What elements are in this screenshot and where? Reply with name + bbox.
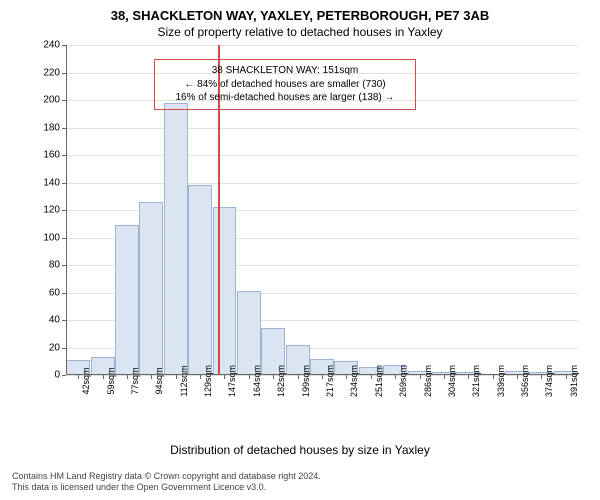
footer-line: Contains HM Land Registry data © Crown c… [12,471,588,483]
page-title: 38, SHACKLETON WAY, YAXLEY, PETERBOROUGH… [12,8,588,23]
x-tick-mark [176,375,177,379]
y-tick-label: 200 [43,95,60,106]
x-tick-mark [493,375,494,379]
footer-line: This data is licensed under the Open Gov… [12,482,588,494]
y-tick-label: 180 [43,122,60,133]
x-tick-mark [322,375,323,379]
callout-line: 38 SHACKLETON WAY: 151sqm [163,64,407,78]
gridline [66,128,578,129]
x-tick-mark [420,375,421,379]
x-tick-mark [249,375,250,379]
y-tick-label: 120 [43,205,60,216]
x-tick-label: 374sqm [544,365,554,397]
y-tick-label: 0 [54,370,60,381]
y-tick-label: 240 [43,40,60,51]
histogram-bar [139,202,163,375]
gridline [66,183,578,184]
x-tick-label: 391sqm [569,365,579,397]
callout-line: ← 84% of detached houses are smaller (73… [163,78,407,92]
callout-box: 38 SHACKLETON WAY: 151sqm← 84% of detach… [154,59,416,110]
x-tick-mark [444,375,445,379]
y-tick-mark [62,375,66,376]
x-tick-label: 321sqm [471,365,481,397]
x-tick-label: 339sqm [496,365,506,397]
x-tick-mark [346,375,347,379]
histogram-bar [115,225,139,375]
y-tick-label: 100 [43,232,60,243]
histogram-bar [188,185,212,375]
y-axis [66,45,67,375]
callout-line: 16% of semi-detached houses are larger (… [163,91,407,105]
gridline [66,45,578,46]
x-tick-label: 356sqm [520,365,530,397]
x-tick-mark [127,375,128,379]
x-tick-mark [517,375,518,379]
histogram-bar [237,291,261,375]
x-tick-label: 269sqm [398,365,408,397]
y-tick-label: 80 [49,260,60,271]
x-tick-mark [566,375,567,379]
y-tick-label: 140 [43,177,60,188]
x-tick-mark [103,375,104,379]
x-tick-mark [224,375,225,379]
histogram-bar [164,103,188,375]
y-tick-label: 20 [49,342,60,353]
x-axis-label: Distribution of detached houses by size … [12,443,588,457]
x-tick-mark [395,375,396,379]
x-tick-mark [541,375,542,379]
y-tick-label: 160 [43,150,60,161]
x-tick-label: 304sqm [447,365,457,397]
y-tick-label: 220 [43,67,60,78]
x-tick-mark [151,375,152,379]
x-tick-mark [200,375,201,379]
x-tick-label: 286sqm [423,365,433,397]
x-tick-mark [78,375,79,379]
x-tick-mark [298,375,299,379]
x-axis [66,374,578,375]
y-tick-label: 40 [49,315,60,326]
x-tick-mark [468,375,469,379]
y-tick-label: 60 [49,287,60,298]
gridline [66,155,578,156]
page-subtitle: Size of property relative to detached ho… [12,25,588,39]
chart: Number of detached properties 0204060801… [12,45,588,385]
footer: Contains HM Land Registry data © Crown c… [12,471,588,494]
x-tick-mark [371,375,372,379]
x-tick-mark [273,375,274,379]
histogram-bar [213,207,237,375]
plot-area: 02040608010012014016018020022024042sqm59… [66,45,578,375]
